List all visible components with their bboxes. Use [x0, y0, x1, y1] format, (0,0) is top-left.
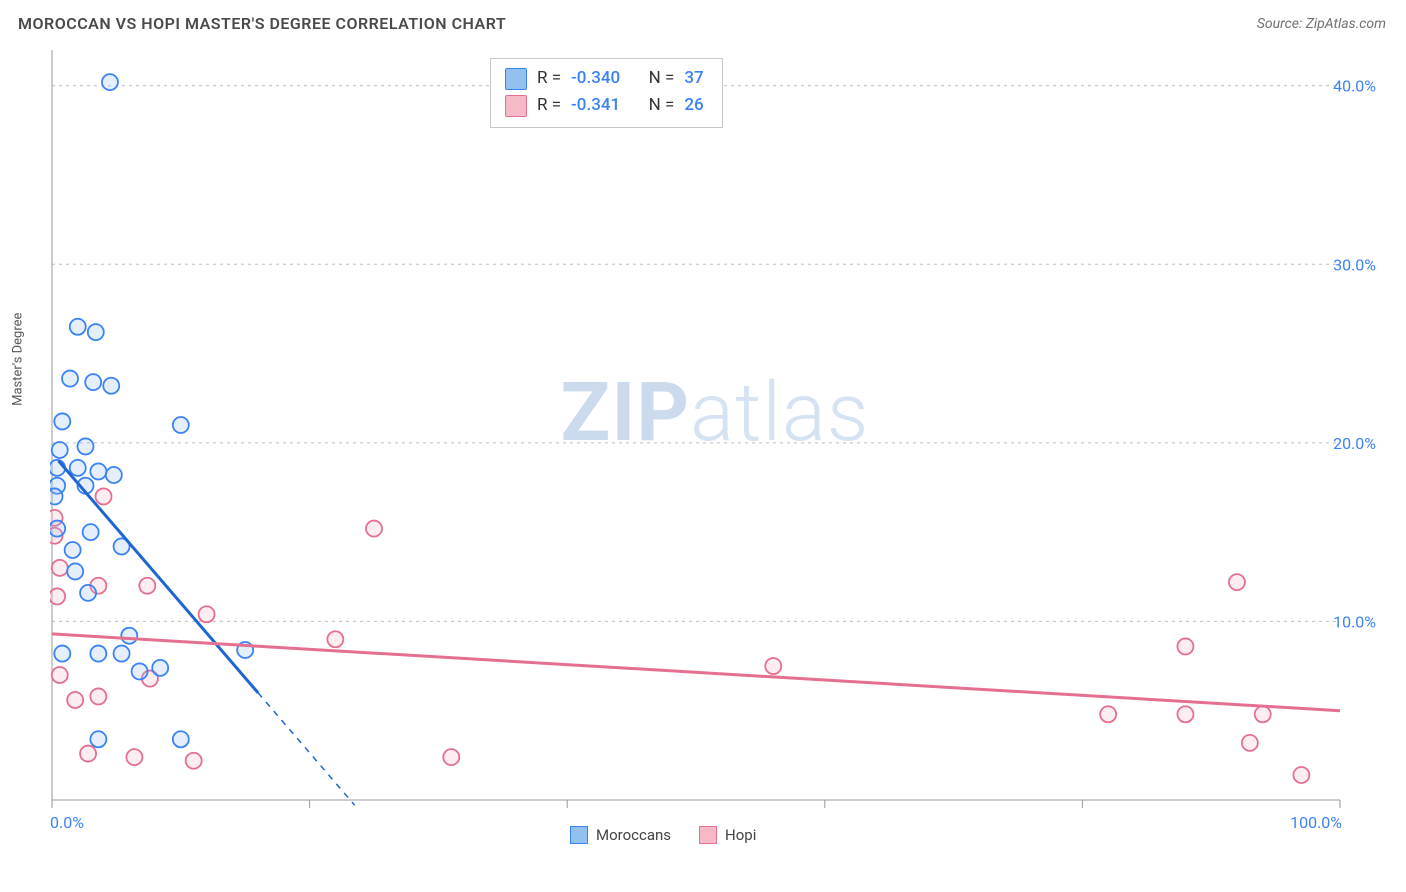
chart-source: Source: ZipAtlas.com [1257, 16, 1386, 32]
n-label: N = [649, 65, 675, 92]
chart-area: Master's Degree 10.0%20.0%30.0%40.0%0.0%… [50, 50, 1380, 840]
r-value-moroccans: -0.340 [571, 65, 620, 92]
svg-text:100.0%: 100.0% [1290, 813, 1342, 832]
swatch-moroccans [505, 68, 527, 90]
legend-item-hopi: Hopi [699, 826, 756, 844]
r-value-hopi: -0.341 [571, 92, 620, 119]
svg-text:40.0%: 40.0% [1333, 77, 1376, 96]
legend-label-hopi: Hopi [725, 826, 756, 844]
legend-row-moroccans: R = -0.340 N = 37 [505, 65, 704, 92]
svg-text:30.0%: 30.0% [1333, 255, 1376, 274]
legend-correlation: R = -0.340 N = 37 R = -0.341 N = 26 [490, 58, 723, 128]
y-axis-label: Master's Degree [11, 313, 26, 406]
r-label: R = [537, 65, 561, 92]
n-value-moroccans: 37 [684, 65, 703, 92]
r-label: R = [537, 92, 561, 119]
legend-label-moroccans: Moroccans [596, 826, 671, 844]
legend-row-hopi: R = -0.341 N = 26 [505, 92, 704, 119]
chart-header: MOROCCAN VS HOPI MASTER'S DEGREE CORRELA… [18, 14, 1386, 33]
legend-series: Moroccans Hopi [570, 826, 756, 844]
svg-text:0.0%: 0.0% [50, 813, 84, 832]
n-value-hopi: 26 [684, 92, 703, 119]
svg-text:10.0%: 10.0% [1333, 612, 1376, 631]
n-label: N = [649, 92, 675, 119]
swatch-hopi-small [699, 826, 717, 844]
svg-text:20.0%: 20.0% [1333, 434, 1376, 453]
scatter-plot: 10.0% 20.0% 30.0% 40.0% 0.0% 100.0% [50, 50, 1380, 840]
legend-item-moroccans: Moroccans [570, 826, 671, 844]
swatch-hopi [505, 95, 527, 117]
chart-title: MOROCCAN VS HOPI MASTER'S DEGREE CORRELA… [18, 14, 506, 33]
swatch-moroccans-small [570, 826, 588, 844]
